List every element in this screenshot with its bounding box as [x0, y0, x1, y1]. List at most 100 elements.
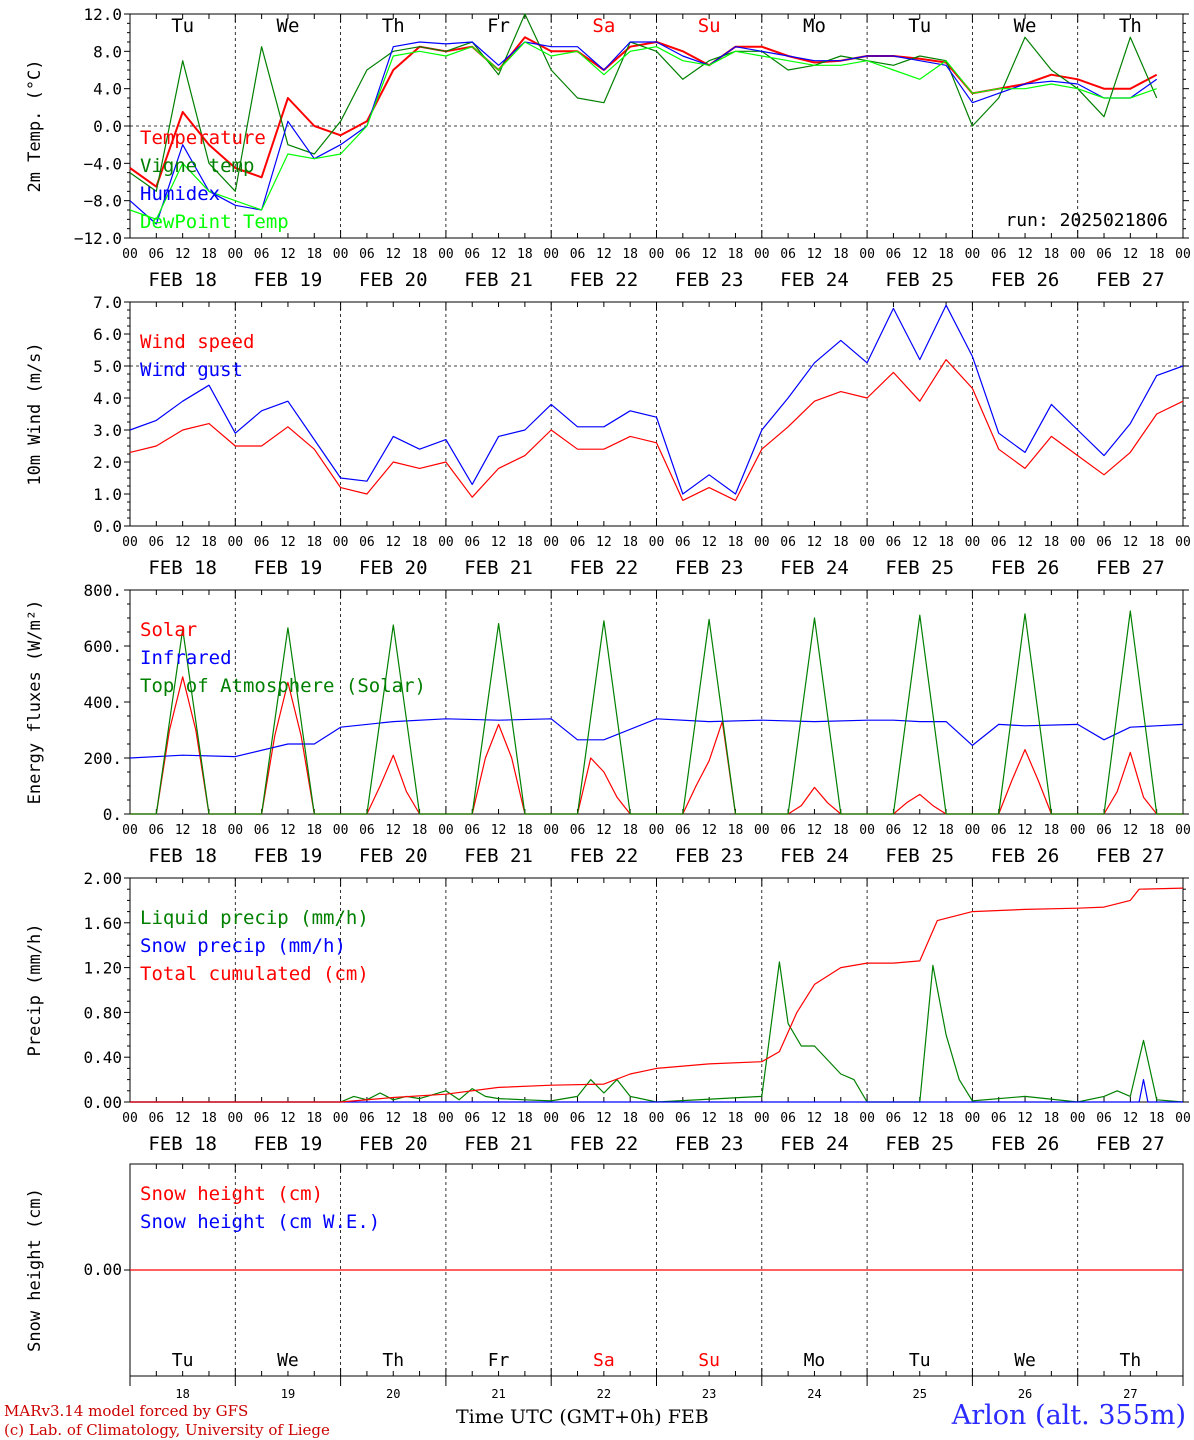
y-tick-label: 0.00 [83, 1093, 122, 1112]
hour-tick-label: 18 [412, 247, 428, 262]
hour-tick-label: 12 [385, 247, 401, 262]
series-line-infrared [129, 718, 1184, 759]
legend-entry: Wind speed [140, 331, 254, 353]
hour-tick-label: 00 [1175, 1111, 1191, 1126]
hour-tick-label: 18 [938, 535, 954, 550]
hour-tick-label: 00 [438, 823, 454, 838]
date-label: FEB 22 [570, 557, 639, 579]
y-tick-label: 200. [83, 749, 122, 768]
hour-tick-label: 00 [859, 247, 875, 262]
series-line-vigne-temp [129, 13, 1158, 192]
legend-entry: Temperature [140, 127, 266, 149]
hour-tick-label: 06 [359, 823, 375, 838]
hour-tick-label: 18 [622, 535, 638, 550]
date-label: FEB 26 [991, 269, 1060, 291]
series-line-wind-speed [129, 359, 1184, 501]
hour-tick-label: 06 [359, 1111, 375, 1126]
hour-tick-label: 06 [1096, 823, 1112, 838]
series-line-solar [130, 676, 1183, 815]
hour-tick-label: 00 [333, 1111, 349, 1126]
hour-tick-label: 18 [412, 823, 428, 838]
hour-tick-label: 12 [701, 535, 717, 550]
hour-tick-label: 18 [1149, 1111, 1165, 1126]
hour-tick-label: 06 [359, 247, 375, 262]
y-axis-label: Energy fluxes (W/m²) [25, 600, 45, 805]
hour-tick-label: 06 [570, 823, 586, 838]
hour-tick-label: 00 [543, 247, 559, 262]
hour-tick-label: 00 [754, 823, 770, 838]
run-label: run: 2025021806 [1005, 210, 1168, 231]
hour-tick-label: 06 [886, 535, 902, 550]
date-label: FEB 25 [885, 269, 954, 291]
hour-tick-label: 12 [385, 823, 401, 838]
hour-tick-label: 00 [754, 1111, 770, 1126]
hour-tick-label: 12 [701, 247, 717, 262]
hour-tick-label: 00 [1175, 823, 1191, 838]
hour-tick-label: 06 [886, 1111, 902, 1126]
hour-tick-label: 18 [622, 1111, 638, 1126]
hour-tick-label: 06 [991, 247, 1007, 262]
hour-tick-label: 06 [675, 247, 691, 262]
hour-tick-label: 18 [517, 823, 533, 838]
hour-tick-label: 06 [359, 535, 375, 550]
hour-tick-label: 18 [938, 1111, 954, 1126]
hour-tick-label: 00 [1070, 535, 1086, 550]
date-label: FEB 27 [1096, 557, 1165, 579]
day-name-bottom: Fr [488, 1350, 510, 1371]
date-label: FEB 25 [885, 557, 954, 579]
date-label: FEB 23 [675, 269, 744, 291]
hour-tick-label: 18 [1044, 535, 1060, 550]
day-name-bottom: Su [698, 1350, 720, 1371]
y-tick-label: 0. [103, 805, 122, 824]
hour-tick-label: 18 [833, 1111, 849, 1126]
date-label: FEB 26 [991, 1133, 1060, 1155]
legend-entry: Humidex [140, 183, 220, 205]
y-axis-label: Snow height (cm) [25, 1188, 45, 1352]
hour-tick-label: 12 [280, 823, 296, 838]
day-number: 24 [807, 1387, 821, 1401]
hour-tick-label: 00 [649, 1111, 665, 1126]
y-tick-label: −12.0 [74, 229, 122, 248]
hour-tick-label: 00 [122, 535, 138, 550]
hour-tick-label: 12 [807, 1111, 823, 1126]
hour-tick-label: 06 [148, 535, 164, 550]
hour-tick-label: 18 [728, 1111, 744, 1126]
legend-entry: Snow height (cm) [140, 1183, 323, 1205]
date-label: FEB 19 [254, 557, 323, 579]
date-label: FEB 23 [675, 845, 744, 867]
hour-tick-label: 18 [201, 1111, 217, 1126]
hour-tick-label: 00 [1175, 535, 1191, 550]
hour-tick-label: 00 [1070, 823, 1086, 838]
footer-time-axis-label: Time UTC (GMT+0h) FEB [456, 1406, 709, 1428]
day-name-bottom: Th [1120, 1350, 1142, 1371]
hour-tick-label: 12 [596, 535, 612, 550]
footer-lab-text: (c) Lab. of Climatology, University of L… [4, 1421, 330, 1439]
hour-tick-label: 12 [912, 247, 928, 262]
date-label: FEB 19 [254, 845, 323, 867]
hour-tick-label: 18 [201, 247, 217, 262]
hour-tick-label: 06 [675, 535, 691, 550]
hour-tick-label: 06 [780, 247, 796, 262]
hour-tick-label: 00 [649, 247, 665, 262]
y-axis-label: Precip (mm/h) [25, 923, 45, 1056]
day-name-bottom: Tu [172, 1350, 194, 1371]
date-label: FEB 23 [675, 557, 744, 579]
date-label: FEB 26 [991, 557, 1060, 579]
hour-tick-label: 00 [859, 823, 875, 838]
y-axis-label: 2m Temp. (°C) [25, 59, 45, 192]
legend-entry: Liquid precip (mm/h) [140, 907, 369, 929]
hour-tick-label: 12 [912, 823, 928, 838]
hour-tick-label: 12 [596, 247, 612, 262]
hour-tick-label: 18 [412, 1111, 428, 1126]
hour-tick-label: 06 [675, 1111, 691, 1126]
day-name-top: We [1014, 15, 1037, 37]
y-tick-label: 600. [83, 637, 122, 656]
panel-2: 10m Wind (m/s) [25, 301, 1189, 527]
date-label: FEB 19 [254, 269, 323, 291]
hour-tick-label: 00 [543, 1111, 559, 1126]
hour-tick-label: 12 [596, 1111, 612, 1126]
hour-tick-label: 18 [306, 535, 322, 550]
hour-tick-label: 12 [385, 535, 401, 550]
hour-tick-label: 06 [1096, 1111, 1112, 1126]
hour-tick-label: 00 [227, 535, 243, 550]
